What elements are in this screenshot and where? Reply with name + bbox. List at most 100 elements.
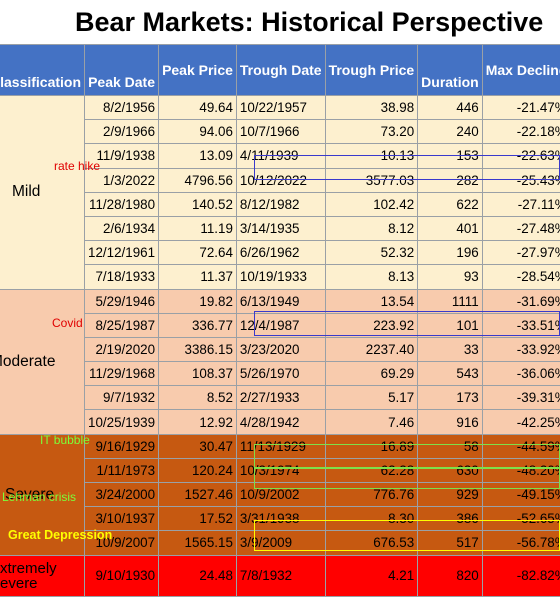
max-decline-cell: -56.78%: [481, 530, 560, 556]
peak-price-cell: 94.06: [158, 119, 237, 145]
peak-price-cell: 30.47: [158, 433, 237, 459]
trough-price-cell: 62.28: [324, 457, 419, 484]
duration-cell: 517: [417, 530, 483, 556]
duration-cell: 401: [417, 215, 483, 242]
peak-date-cell: 9/10/1930: [84, 554, 160, 597]
trough-price-cell: 8.30: [324, 506, 419, 532]
max-decline-cell: -42.25%: [481, 409, 560, 435]
trough-date-cell: 10/9/2002: [235, 481, 326, 508]
trough-date-cell: 4/28/1942: [235, 409, 326, 435]
peak-price-cell: 11.37: [158, 264, 237, 290]
annotation-it-bubble: IT bubble: [40, 433, 90, 447]
max-decline-cell: -25.43%: [481, 167, 560, 193]
trough-price-cell: 223.92: [324, 312, 419, 338]
peak-date-cell: 1/11/1973: [84, 457, 160, 484]
trough-date-cell: 10/7/1966: [235, 119, 326, 145]
trough-price-cell: 102.42: [324, 191, 419, 217]
peak-price-cell: 12.92: [158, 409, 237, 435]
duration-cell: 543: [417, 361, 483, 387]
annotation-rate-hike: rate hike: [54, 159, 101, 173]
peak-price-cell: 1527.46: [158, 481, 237, 508]
classification-cell: Severe: [0, 433, 86, 556]
trough-date-cell: 10/22/1957: [235, 94, 326, 121]
max-decline-cell: -22.18%: [481, 119, 560, 145]
header-max-decline: Max Decline: [481, 44, 560, 96]
peak-price-cell: 49.64: [158, 94, 237, 121]
max-decline-cell: -36.06%: [481, 361, 560, 387]
peak-date-cell: 12/12/1961: [84, 240, 160, 266]
peak-price-cell: 4796.56: [158, 167, 237, 193]
duration-cell: 196: [417, 240, 483, 266]
duration-cell: 101: [417, 312, 483, 338]
header-trough-price: Trough Price: [324, 44, 419, 96]
trough-price-cell: 8.12: [324, 215, 419, 242]
peak-price-cell: 72.64: [158, 240, 237, 266]
peak-date-cell: 8/25/1987: [84, 312, 160, 338]
peak-price-cell: 8.52: [158, 385, 237, 411]
duration-cell: 622: [417, 191, 483, 217]
trough-price-cell: 13.54: [324, 288, 419, 314]
max-decline-cell: -31.69%: [481, 288, 560, 314]
trough-date-cell: 12/4/1987: [235, 312, 326, 338]
bear-markets-table: Classification Peak Date Peak Price Trou…: [0, 44, 560, 597]
trough-date-cell: 3/23/2020: [235, 336, 326, 363]
trough-price-cell: 3577.03: [324, 167, 419, 193]
table-row: 1/3/2022 4796.56 10/12/2022 3577.03 282 -25.4…: [0, 167, 560, 193]
peak-price-cell: 13.09: [158, 143, 237, 169]
duration-cell: 929: [417, 481, 483, 508]
trough-price-cell: 10.13: [324, 143, 419, 169]
duration-cell: 386: [417, 506, 483, 532]
header-duration: Duration: [417, 44, 483, 96]
trough-date-cell: 10/19/1933: [235, 264, 326, 290]
trough-price-cell: 16.89: [324, 433, 419, 459]
duration-cell: 58: [417, 433, 483, 459]
classification-cell: Extremely Severe: [0, 554, 86, 597]
trough-date-cell: 3/9/2009: [235, 530, 326, 556]
trough-price-cell: 2237.40: [324, 336, 419, 363]
max-decline-cell: -33.92%: [481, 336, 560, 363]
max-decline-cell: -52.65%: [481, 506, 560, 532]
duration-cell: 93: [417, 264, 483, 290]
peak-price-cell: 17.52: [158, 506, 237, 532]
trough-price-cell: 8.13: [324, 264, 419, 290]
table-row: Moderate5/29/194619.826/13/194913.541111…: [0, 288, 560, 435]
peak-date-cell: 10/9/2007: [84, 530, 160, 556]
peak-price-cell: 11.19: [158, 215, 237, 242]
trough-date-cell: 5/26/1970: [235, 361, 326, 387]
trough-date-cell: 10/3/1974: [235, 457, 326, 484]
max-decline-cell: -28.54%: [481, 264, 560, 290]
trough-date-cell: 10/12/2022: [235, 167, 326, 193]
peak-date-cell: 1/3/2022: [84, 167, 160, 193]
peak-price-cell: 19.82: [158, 288, 237, 314]
trough-price-cell: 776.76: [324, 481, 419, 508]
peak-price-cell: 24.48: [158, 554, 237, 597]
annotation-covid: Covid: [52, 316, 83, 330]
peak-price-cell: 120.24: [158, 457, 237, 484]
duration-cell: 630: [417, 457, 483, 484]
peak-date-cell: 8/2/1956: [84, 94, 160, 121]
duration-cell: 1111: [417, 288, 483, 314]
peak-date-cell: 2/19/2020: [84, 336, 160, 363]
table-row: 11/28/1980 140.52 8/12/1982 102.42 622 -27.11…: [0, 191, 560, 217]
peak-date-cell: 11/28/1980: [84, 191, 160, 217]
header-peak-date: Peak Date: [84, 44, 160, 96]
header-peak-price: Peak Price: [158, 44, 237, 96]
page-title: Bear Markets: Historical Perspective: [75, 7, 544, 37]
peak-date-cell: 2/6/1934: [84, 215, 160, 242]
trough-date-cell: 7/8/1932: [235, 554, 326, 597]
trough-price-cell: 52.32: [324, 240, 419, 266]
max-decline-cell: -33.51%: [481, 312, 560, 338]
peak-date-cell: 10/25/1939: [84, 409, 160, 435]
max-decline-cell: -21.47%: [481, 94, 560, 121]
annotation-lehman: Lehman crisis: [2, 490, 77, 504]
classification-cell: Moderate: [0, 288, 86, 435]
peak-date-cell: 2/9/1966: [84, 119, 160, 145]
max-decline-cell: -49.15%: [481, 481, 560, 508]
peak-price-cell: 3386.15: [158, 336, 237, 363]
duration-cell: 240: [417, 119, 483, 145]
table-row: Mild 8/2/1956 49.64 10/22/1957 38.98 446 -21.4…: [0, 94, 560, 290]
